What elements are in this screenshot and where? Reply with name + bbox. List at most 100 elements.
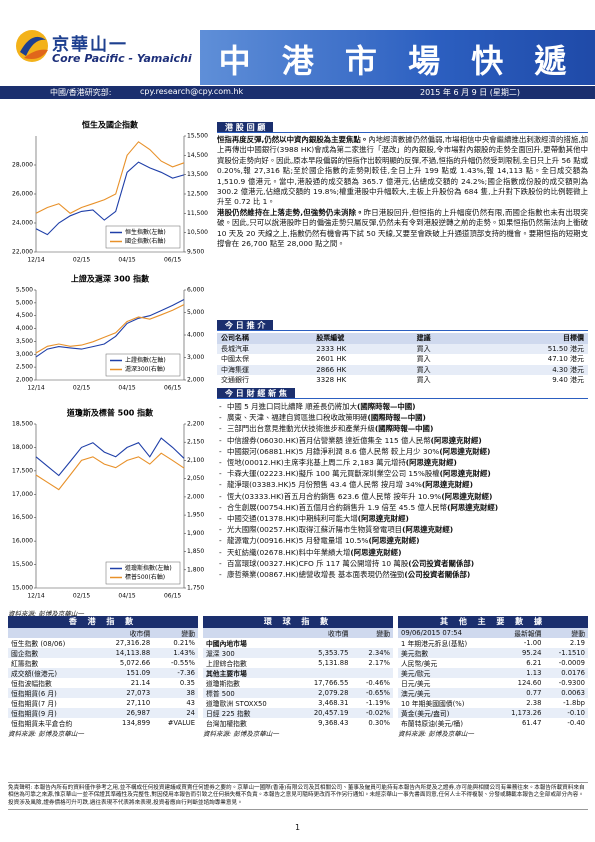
news-item: 百富環球(00327.HK)CFO 斥 117 萬公開增持 10 萬股(公司投資… <box>217 558 588 569</box>
table-row: 1 年期港元拆息(基點) -1.00 2.19 <box>398 638 588 648</box>
table-row: 恒指期貨(7 月) 27,110 43 <box>8 698 198 708</box>
table-cell: 9,368.43 <box>318 719 349 727</box>
table-cell: 4.30 港元 <box>470 364 588 375</box>
news-item: 天虹紡織(02678.HK)料中年業績大增(阿思達克財經) <box>217 547 588 558</box>
table-cell: 47.10 港元 <box>547 355 584 364</box>
tick-label: 1,900 <box>187 530 204 537</box>
source: 資料來源: 彭博及京華山一 <box>203 730 279 738</box>
news-text: 康哲藥業(00867.HK)總營收增長 基本面表現仍然強勁 <box>227 570 405 580</box>
table-cell: -1.8bp <box>563 699 585 707</box>
table-cell: 美元指數 <box>398 648 496 658</box>
table-cell: 中國太保 <box>221 355 249 364</box>
table-cell: 道瓊歐洲 STOXX50 <box>206 700 267 708</box>
series-line <box>35 304 185 354</box>
news-source: (阿思達克財經) <box>405 458 457 468</box>
tick-label: 2,000 <box>16 377 33 384</box>
column-header: 目標價 <box>470 333 588 344</box>
table-row: 恒指期貨未平倉合約 134,899 #VALUE <box>8 718 198 728</box>
table-cell: 17,766.55 <box>313 679 349 687</box>
table-row: 國企指數 14,113.88 1.43% <box>8 648 198 658</box>
review-text: 恒指再度反彈,仍然以中資內銀股為主要焦點。內地經濟數據仍然偏弱,市場相信中央會繼… <box>217 135 588 249</box>
column-header: 最新報價 <box>495 628 545 638</box>
table-row: 日經 225 指數 20,457.19 -0.02% <box>203 708 393 718</box>
legend-label: 道瓊斯指數(左軸) <box>125 564 172 572</box>
table-cell: -0.40 <box>567 719 585 727</box>
column-header: 公司名稱 <box>217 333 313 344</box>
tick-label: 2,050 <box>187 475 204 482</box>
table-cell: 51.50 港元 <box>470 343 588 354</box>
table-cell: 10 年期美國國債(%) <box>401 700 465 708</box>
news-text: 三部門出台意見推動光伏技術進步和產業升級 <box>227 424 375 434</box>
news-text: 恆地(00012.HK)主席李兆基上周二斥 2,183 萬元增持 <box>227 458 406 468</box>
table-cell: 澳元/美元 <box>398 688 496 698</box>
table-cell: 1,173.26 <box>495 708 545 718</box>
tick-label: 4,000 <box>187 332 204 339</box>
table-cell: 38 <box>153 688 198 698</box>
table-cell: 61.47 <box>521 719 542 727</box>
news-text: 中國交通(01378.HK)中期純利可能大增 <box>227 514 358 524</box>
table-cell: 24 <box>153 708 198 718</box>
tick-label: 6,000 <box>187 287 204 294</box>
tick-label: 5,000 <box>16 299 33 306</box>
chart: 恒生及國企指數 22,000 24,000 26,000 28,000 9,500 10,5… <box>12 120 208 264</box>
recommend-table: 公司名稱 股票編號 建議 目標價 長城汽車 2333 HK 買入 51.50 港元 中國太保 26… <box>217 333 588 386</box>
table-cell: 43 <box>186 699 195 707</box>
table-cell: 2866 HK <box>312 364 413 375</box>
table-row: 日元/美元 124.60 -0.9300 <box>398 678 588 688</box>
tick-label: 18,500 <box>12 421 33 428</box>
table-row: 恒生指數 (08/06) 27,316.28 0.21% <box>8 638 198 648</box>
news-text: 合生創展(00754.HK)首五個月合約銷售升 1.9 倍至 45.5 億人民幣 <box>227 502 448 512</box>
table-cell: 標普 500 <box>203 688 296 698</box>
table-cell: 1.43% <box>153 648 198 658</box>
table-cell: 2333 HK <box>312 343 413 354</box>
chart-title: 道瓊斯及標普 500 指數 <box>66 408 154 418</box>
news-source: (阿思達克財經) <box>357 514 409 524</box>
table-row: 公司名稱 股票編號 建議 目標價 <box>217 333 588 344</box>
table-cell: -0.46% <box>365 679 390 687</box>
table-cell: 恒指期貨未平倉合約 <box>11 720 73 728</box>
disclaimer: 免責聲明: 本報告內所有的資料僅作參考之用,並不構成任何投資建議或買賣任何證券之… <box>8 782 588 811</box>
table: 09/06/2015 07:54 最新報價 變動 1 年期港元拆息(基點) -1.00 2… <box>398 628 588 728</box>
tick-label: 13,500 <box>187 171 208 178</box>
tick-label: 24,000 <box>12 220 33 227</box>
tick-label: 3,500 <box>16 338 33 345</box>
tick-label: 22,000 <box>12 249 33 256</box>
table-row: 收市價 變動 <box>203 628 393 638</box>
tick-label: 16,500 <box>12 514 33 521</box>
table-cell: 5,131.88 <box>318 659 349 667</box>
legend-label: 滬深300(右軸) <box>125 365 165 373</box>
news-text: 中信證券(06030.HK)首月佔營業額 達近億集全 115 億人民幣 <box>227 435 431 445</box>
table-cell: 2.17% <box>368 659 390 667</box>
table-cell: 0.35 <box>179 679 195 687</box>
news-source: (公司投資者關係部) <box>408 558 475 568</box>
date: 2015 年 6 月 9 日 (星期二) <box>420 88 521 97</box>
title-band <box>200 30 595 85</box>
table-cell: 0.0063 <box>544 688 588 698</box>
table-row: 成交額(億港元) 151.09 -7.36 <box>8 668 198 678</box>
tick-label: 28,000 <box>12 162 33 169</box>
table-row: 紅籌指數 5,072.66 -0.55% <box>8 658 198 668</box>
news-source: (國際時報—中國) <box>367 413 426 423</box>
table-cell: -0.9300 <box>558 679 585 687</box>
x-tick-label: 02/15 <box>73 593 90 600</box>
chart: 上證及滬深 300 指數 2,000 2,500 3,000 3,500 4,000 4,5… <box>16 274 205 392</box>
x-tick-label: 06/15 <box>164 593 181 600</box>
table-cell: -1.00 <box>523 639 542 647</box>
table-cell: 0.0176 <box>544 668 588 678</box>
table-row: 人民幣/美元 6.21 -0.0009 <box>398 658 588 668</box>
table-cell: 3,468.31 <box>318 699 349 707</box>
paragraph-lead: 港股仍然維持在上落走勢,但強勢仍未消除。 <box>217 207 364 217</box>
table-cell: 恒指期貨(9 月) <box>8 708 99 718</box>
news-item: 龍源電力(00916.HK)5 月發電量增 10.5%(阿思達克財經) <box>217 535 588 546</box>
news-source: (公司投資者關係部) <box>404 570 471 580</box>
data-table: 其 他 主 要 數 據 09/06/2015 07:54 最新報價 變動 1 年期港元拆… <box>398 616 588 738</box>
table-row: 恒指波幅指數 21.14 0.35 <box>8 678 198 688</box>
source: 資料來源: 彭博及京華山一 <box>398 730 474 738</box>
news-item: 恆大(03333.HK)首五月合約銷售 623.6 億人民幣 按年升 10.9%… <box>217 491 588 502</box>
table-title: 其 他 主 要 數 據 <box>398 616 588 628</box>
table-cell: 0.21% <box>173 639 195 647</box>
column-header: 股票編號 <box>312 333 413 344</box>
tick-label: 1,800 <box>187 566 204 573</box>
section-title: 港 股 回 顧 <box>217 122 274 133</box>
